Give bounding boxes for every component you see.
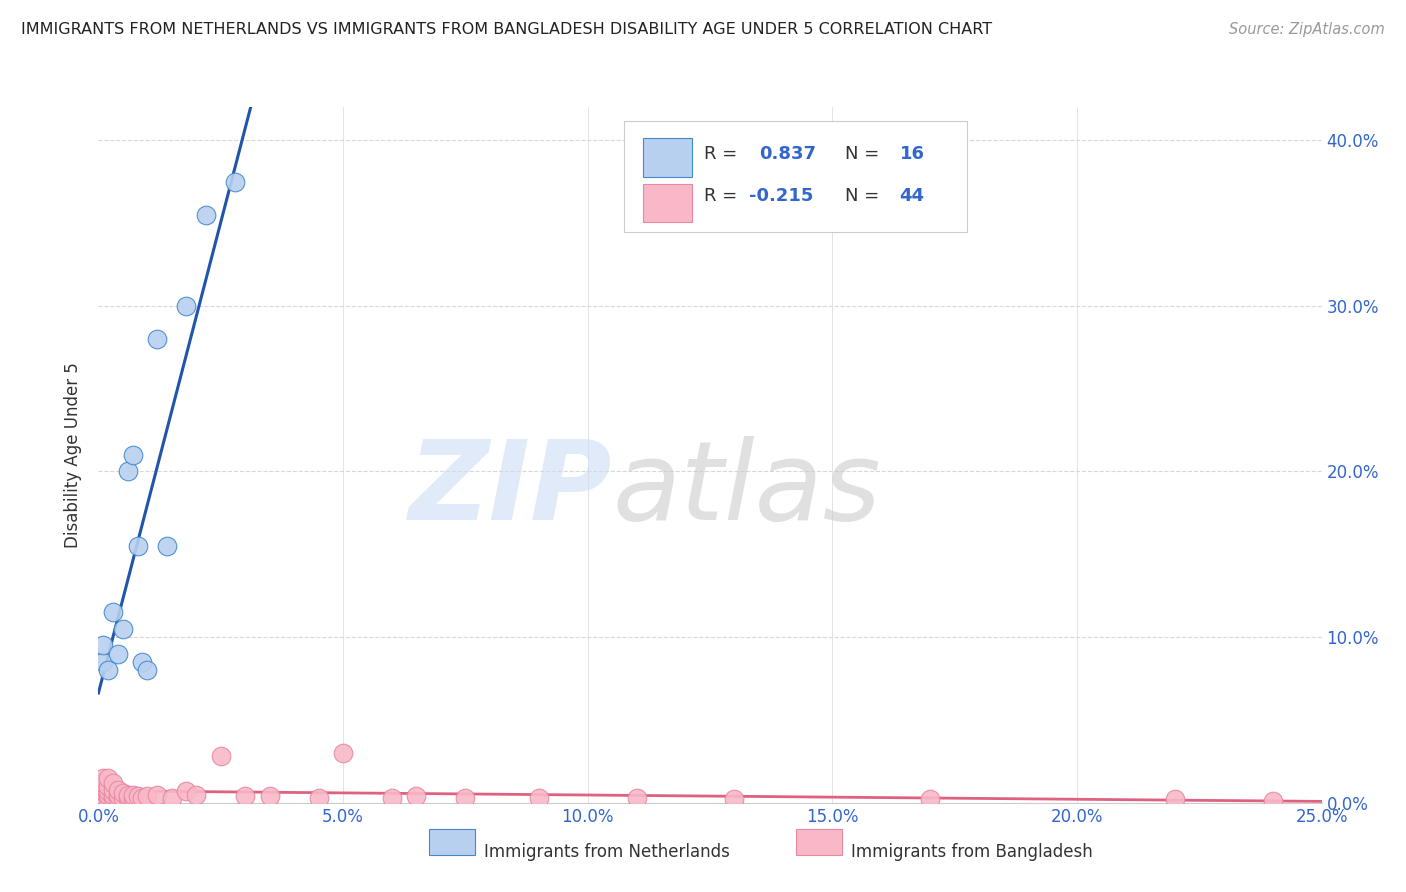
Point — [101, 782, 124, 797]
Point — [723, 792, 745, 806]
Point — [91, 655, 114, 669]
Text: R =: R = — [704, 187, 742, 205]
Point — [127, 539, 149, 553]
Point — [91, 784, 114, 798]
Point — [91, 771, 114, 785]
Point — [107, 788, 129, 802]
Point — [97, 784, 120, 798]
Point — [233, 789, 256, 804]
FancyBboxPatch shape — [624, 121, 967, 232]
Point — [91, 776, 114, 790]
Text: N =: N = — [845, 145, 884, 163]
Point — [209, 749, 232, 764]
Point — [97, 779, 120, 793]
Point — [176, 299, 198, 313]
Point — [91, 779, 114, 793]
Point — [97, 790, 120, 805]
Text: 16: 16 — [900, 145, 925, 163]
Point — [97, 663, 120, 677]
Point — [117, 790, 139, 805]
Point — [332, 746, 354, 760]
Point — [259, 789, 281, 804]
Point — [136, 663, 159, 677]
Text: Source: ZipAtlas.com: Source: ZipAtlas.com — [1229, 22, 1385, 37]
Text: N =: N = — [845, 187, 884, 205]
Point — [111, 790, 134, 805]
Point — [107, 782, 129, 797]
Point — [146, 332, 169, 346]
FancyBboxPatch shape — [796, 829, 842, 855]
Point — [160, 790, 183, 805]
Point — [920, 792, 942, 806]
Point — [107, 647, 129, 661]
FancyBboxPatch shape — [643, 184, 692, 222]
Point — [101, 776, 124, 790]
Point — [1164, 792, 1187, 806]
Point — [117, 465, 139, 479]
Point — [626, 790, 648, 805]
Point — [101, 605, 124, 619]
Text: IMMIGRANTS FROM NETHERLANDS VS IMMIGRANTS FROM BANGLADESH DISABILITY AGE UNDER 5: IMMIGRANTS FROM NETHERLANDS VS IMMIGRANT… — [21, 22, 993, 37]
Point — [156, 539, 179, 553]
Point — [308, 790, 330, 805]
Point — [117, 788, 139, 802]
FancyBboxPatch shape — [643, 138, 692, 177]
Point — [111, 786, 134, 800]
Text: atlas: atlas — [612, 436, 880, 543]
Text: 44: 44 — [900, 187, 925, 205]
Point — [97, 788, 120, 802]
Text: Immigrants from Netherlands: Immigrants from Netherlands — [484, 843, 730, 861]
Text: Immigrants from Bangladesh: Immigrants from Bangladesh — [851, 843, 1092, 861]
Point — [454, 790, 477, 805]
Point — [121, 790, 143, 805]
Point — [91, 639, 114, 653]
Point — [101, 790, 124, 805]
Point — [101, 788, 124, 802]
Point — [224, 175, 246, 189]
Point — [97, 771, 120, 785]
Point — [195, 208, 218, 222]
Point — [1261, 794, 1284, 808]
Point — [91, 788, 114, 802]
Y-axis label: Disability Age Under 5: Disability Age Under 5 — [65, 362, 83, 548]
Point — [111, 622, 134, 636]
FancyBboxPatch shape — [429, 829, 475, 855]
Point — [136, 789, 159, 804]
Text: -0.215: -0.215 — [749, 187, 814, 205]
Text: R =: R = — [704, 145, 742, 163]
Point — [527, 790, 550, 805]
Text: 0.837: 0.837 — [759, 145, 815, 163]
Point — [131, 790, 153, 805]
Point — [146, 788, 169, 802]
Point — [131, 655, 153, 669]
Point — [121, 448, 143, 462]
Point — [107, 790, 129, 805]
Point — [121, 788, 143, 802]
Point — [186, 788, 208, 802]
Point — [381, 790, 404, 805]
Point — [127, 789, 149, 804]
Point — [176, 784, 198, 798]
Point — [405, 789, 427, 804]
Text: ZIP: ZIP — [409, 436, 612, 543]
